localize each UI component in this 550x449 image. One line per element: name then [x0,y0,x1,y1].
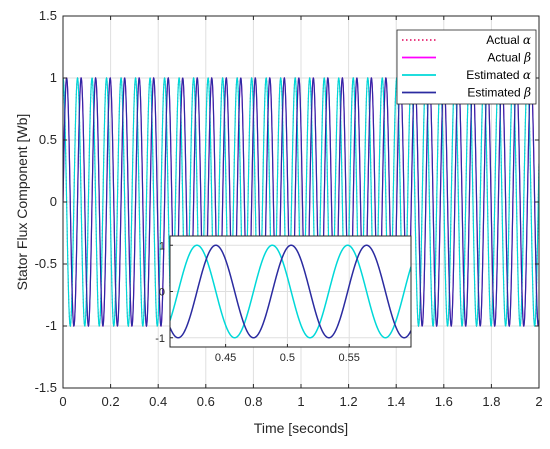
x-tick-label: 1.6 [435,394,453,409]
legend-label-name: Estimated [467,86,524,100]
x-tick-label: 0.4 [149,394,167,409]
inset-x-tick-label: 0.55 [338,352,359,364]
y-tick-label: -1 [45,318,57,333]
main-tick-labels: 0 0.2 0.4 0.6 0.8 1 1.2 1.4 1.6 1.8 2-1.5-1-0.500.… [35,8,543,409]
legend-label-symbol: β [523,51,531,65]
legend-label: Estimated β [467,86,531,100]
inset-x-tick-label: 0.5 [280,352,295,364]
x-tick-label: 1.2 [340,394,358,409]
x-tick-label: 0 [59,394,66,409]
y-tick-label: 1.5 [39,8,57,23]
inset-tick-labels: 0.45 0.5 0.55 -1 0 1 [155,240,360,364]
inset-ticks [170,244,350,347]
legend-label-name: Actual [486,33,523,47]
legend-label-symbol: α [523,33,531,47]
y-tick-label: 1 [50,70,57,85]
x-tick-label: 1.8 [482,394,500,409]
legend-label: Estimated α [466,68,531,82]
inset-y-tick-label: -1 [155,333,165,345]
inset-series-group [170,244,411,339]
legend-label: Actual β [487,51,531,65]
inset-y-tick-label: 1 [159,240,165,252]
y-axis-label: Stator Flux Component [Wb] [14,114,30,291]
inset-y-tick-label: 0 [159,287,165,299]
legend-label-name: Actual [487,51,524,65]
x-axis-label: Time [seconds] [254,420,348,436]
x-tick-label: 0.8 [244,394,262,409]
legend-label-symbol: β [523,86,531,100]
inset-x-tick-label: 0.45 [215,352,236,364]
legend-label: Actual α [486,33,531,47]
x-tick-label: 0.6 [197,394,215,409]
inset-series-line-2 [170,244,411,339]
inset-series-line-3 [170,244,411,339]
y-tick-label: -1.5 [35,380,57,395]
x-tick-label: 0.2 [102,394,120,409]
y-tick-label: 0.5 [39,132,57,147]
inset-plot: 0.45 0.5 0.55 -1 0 1 [155,235,412,364]
y-tick-label: 0 [50,194,57,209]
legend-label-symbol: α [523,68,531,82]
x-tick-label: 2 [535,394,542,409]
x-tick-label: 1 [297,394,304,409]
y-tick-label: -0.5 [35,256,57,271]
x-tick-label: 1.4 [387,394,405,409]
legend-label-name: Estimated [466,68,523,82]
inset-grid [170,236,411,347]
